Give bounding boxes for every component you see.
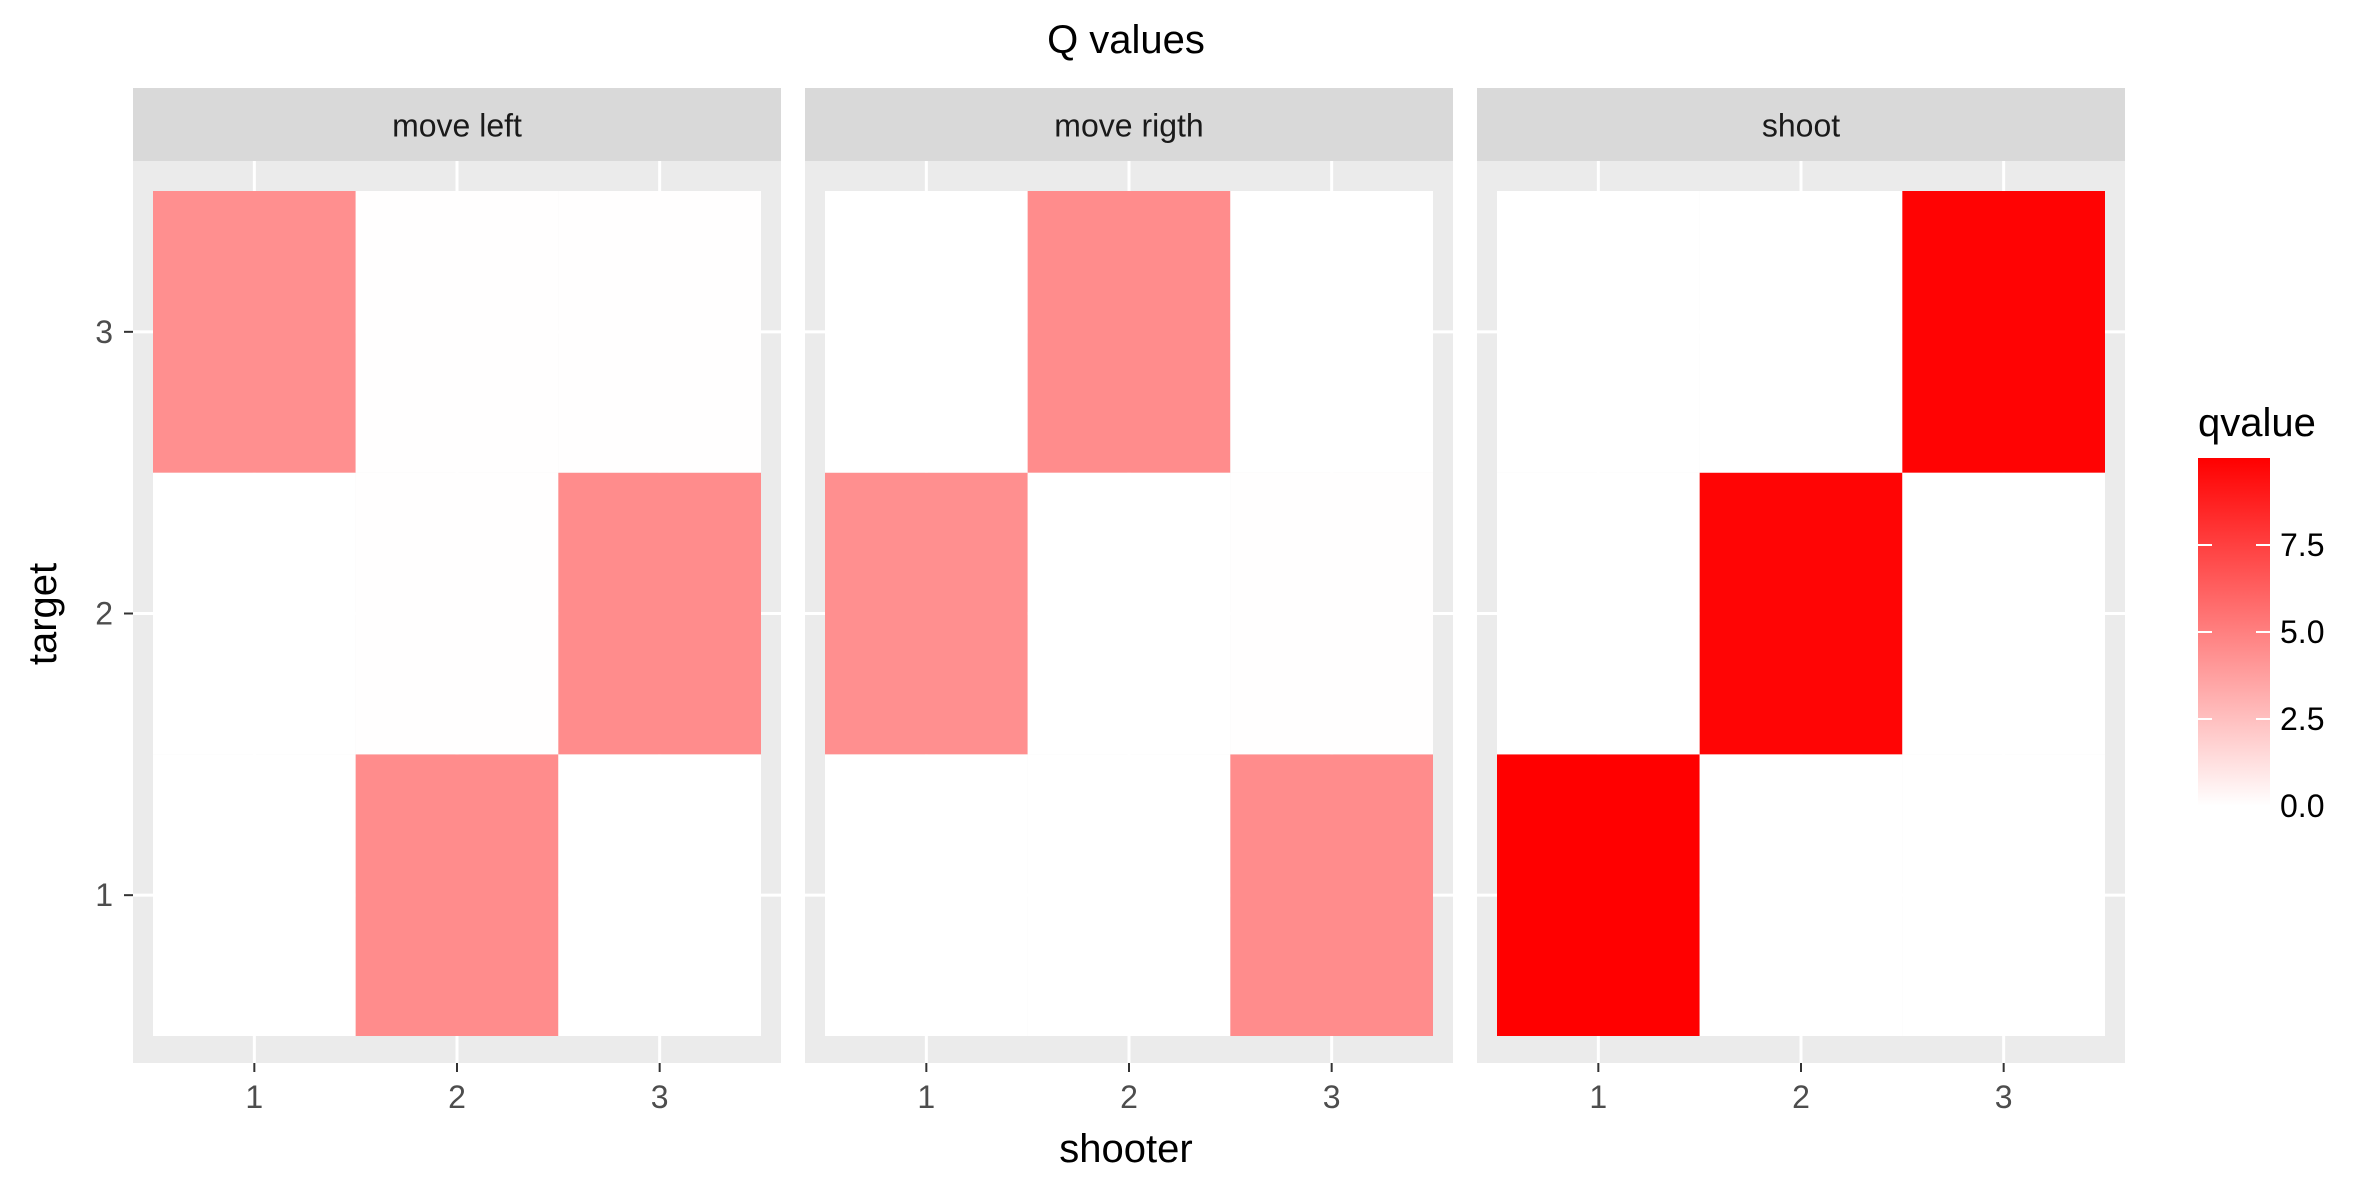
legend: qvalue 0.0 2.5 5.0 7.5 (2198, 401, 2324, 824)
x-tick-label: 2 (1120, 1079, 1138, 1115)
heat-tile (1027, 754, 1231, 1036)
heat-tile (153, 754, 356, 1036)
y-tick-label: 2 (95, 596, 113, 632)
heat-tile (1699, 754, 1903, 1036)
facets: move left move rigth shoot (133, 88, 2125, 1063)
heat-tile (1230, 472, 1433, 755)
heat-tile (825, 191, 1028, 473)
facet-strip (805, 88, 1453, 161)
heat-tile (825, 472, 1028, 755)
facet-strip-label: shoot (1762, 108, 1840, 144)
x-tick-label: 3 (1995, 1079, 2013, 1115)
heat-tile (1497, 191, 1700, 473)
heat-tile (1699, 472, 1903, 755)
legend-tick-label: 7.5 (2280, 527, 2324, 563)
x-tick-label: 1 (1589, 1079, 1607, 1115)
heat-tile (1902, 754, 2105, 1036)
heat-tile (153, 472, 356, 755)
facet-2: shoot (1477, 88, 2125, 1063)
facet-0: move left (133, 88, 781, 1063)
heat-tile (1230, 191, 1433, 473)
x-tick-label: 3 (651, 1079, 669, 1115)
y-axis-title: target (21, 563, 65, 665)
heat-tile (355, 191, 559, 473)
heat-tile (153, 191, 356, 473)
chart-title: Q values (1047, 18, 1205, 62)
x-tick-label: 2 (1792, 1079, 1810, 1115)
legend-tick-label: 5.0 (2280, 614, 2324, 650)
heat-tile (558, 191, 761, 473)
heat-tile (825, 754, 1028, 1036)
heat-tile (355, 472, 559, 755)
heat-tile (355, 754, 559, 1036)
x-tick-label: 3 (1323, 1079, 1341, 1115)
heat-tile (558, 472, 761, 755)
facet-strip (1477, 88, 2125, 161)
facet-strip-label: move rigth (1054, 108, 1203, 144)
legend-title: qvalue (2198, 401, 2316, 445)
x-tick-label: 1 (917, 1079, 935, 1115)
heat-tile (1699, 191, 1903, 473)
x-tick-label: 1 (245, 1079, 263, 1115)
x-axis-title: shooter (1059, 1127, 1192, 1171)
heat-tile (558, 754, 761, 1036)
x-tick-label: 2 (448, 1079, 466, 1115)
legend-tick-label: 0.0 (2280, 788, 2324, 824)
heat-tile (1497, 754, 1700, 1036)
heat-tile (1027, 191, 1231, 473)
heat-tile (1497, 472, 1700, 755)
facet-strip-label: move left (392, 108, 522, 144)
y-axis: 1 2 3 (95, 314, 133, 913)
heat-tile (1902, 472, 2105, 755)
heat-tile (1230, 754, 1433, 1036)
y-tick-label: 1 (95, 877, 113, 913)
x-axis: 1 2 3 1 2 3 1 2 3 (245, 1063, 2013, 1115)
facet-strip (133, 88, 781, 161)
facet-1: move rigth (805, 88, 1453, 1063)
legend-tick-label: 2.5 (2280, 701, 2324, 737)
heat-tile (1902, 191, 2105, 473)
heat-tile (1027, 472, 1231, 755)
y-tick-label: 3 (95, 314, 113, 350)
